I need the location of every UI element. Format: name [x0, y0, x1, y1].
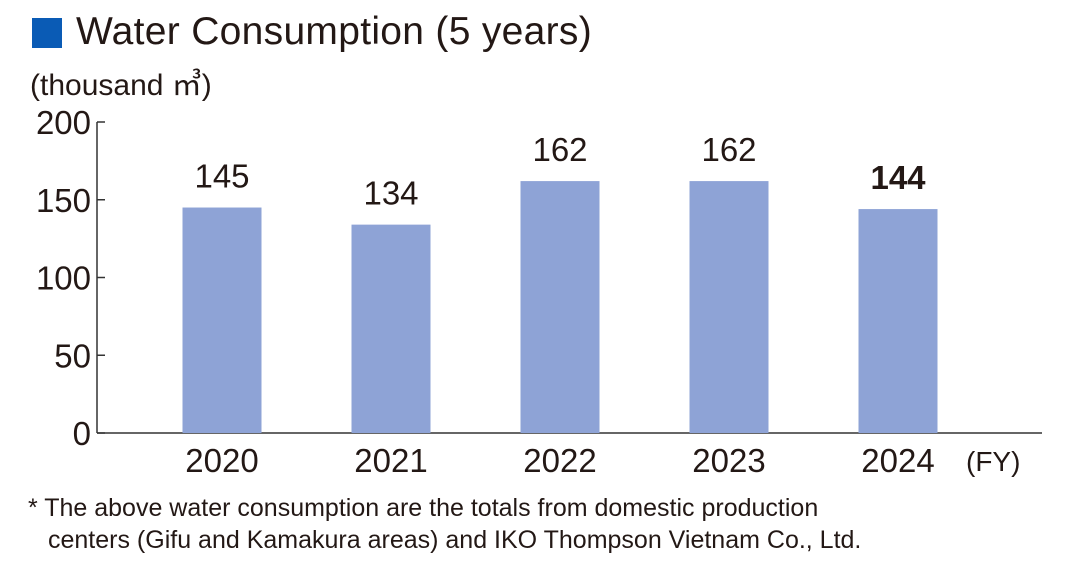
bar-value-label: 145	[194, 158, 249, 195]
chart-title-row: Water Consumption (5 years)	[32, 8, 592, 56]
footnote-line-1: * The above water consumption are the to…	[28, 494, 819, 522]
footnote: * The above water consumption are the to…	[28, 492, 861, 556]
x-tick-label: 2024	[861, 442, 934, 479]
bar-value-label: 162	[701, 131, 756, 168]
y-tick-label: 50	[54, 337, 91, 374]
y-tick-label: 150	[36, 182, 91, 219]
bar	[351, 224, 431, 433]
y-tick-label: 200	[36, 104, 91, 141]
x-axis-unit-label: (FY)	[966, 446, 1020, 477]
bar-value-label: 162	[532, 131, 587, 168]
bar-value-label: 144	[870, 159, 926, 196]
y-axis-unit-label: (thousand ㎥)	[30, 69, 212, 102]
footnote-line-2: centers (Gifu and Kamakura areas) and IK…	[48, 526, 862, 554]
x-tick-label: 2021	[354, 442, 427, 479]
x-tick-label: 2023	[692, 442, 765, 479]
x-tick-label: 2020	[185, 442, 258, 479]
bar	[182, 207, 262, 433]
chart-title: Water Consumption (5 years)	[76, 10, 592, 53]
y-tick-label: 100	[36, 260, 91, 297]
x-tick-label: 2022	[523, 442, 596, 479]
y-tick-label: 0	[73, 415, 91, 452]
bar-value-label: 134	[363, 175, 418, 212]
title-square-marker	[32, 18, 62, 48]
bar	[520, 181, 600, 433]
bar	[689, 181, 769, 433]
bar	[858, 209, 938, 433]
